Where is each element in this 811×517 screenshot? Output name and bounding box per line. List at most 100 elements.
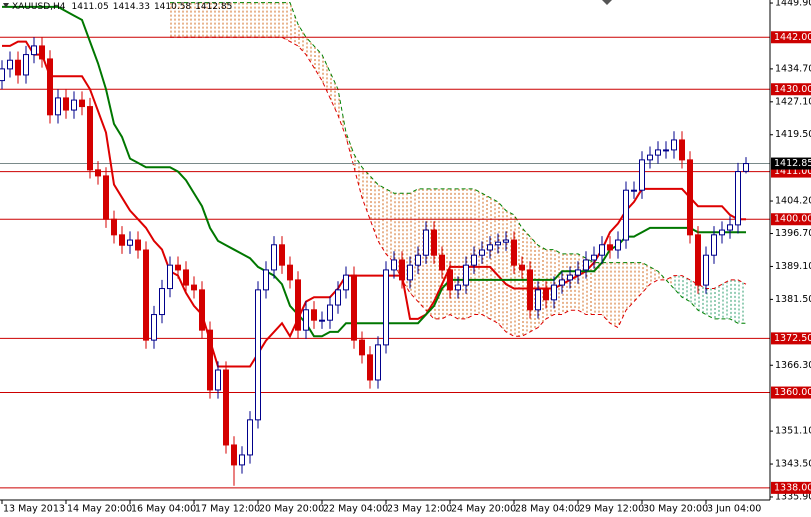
x-tick-label: 3 Jun 04:00 xyxy=(707,504,761,515)
y-tick-label: 1449.90 xyxy=(775,0,811,9)
candle-body xyxy=(255,289,261,421)
candle-body xyxy=(431,229,437,256)
candle-body xyxy=(479,249,485,256)
candle-body xyxy=(359,339,365,356)
cloud-segment xyxy=(306,38,312,63)
candle-body xyxy=(271,244,277,271)
candle-body xyxy=(511,239,517,266)
candle-body xyxy=(247,419,253,456)
cloud-segment xyxy=(730,279,736,322)
candle-body xyxy=(127,239,133,246)
y-tick-label: 1396.70 xyxy=(775,228,811,239)
cloud-segment xyxy=(450,188,456,318)
cloud-segment xyxy=(642,263,648,292)
x-tick-label: 23 May 12:00 xyxy=(387,504,452,515)
cloud-segment xyxy=(210,2,216,38)
header: XAUUSD,H4 1411.05 1414.33 1410.58 1412.85 xyxy=(3,0,612,12)
candle-body xyxy=(591,254,597,261)
level-label: 1411.00 xyxy=(774,166,811,177)
cloud-segment xyxy=(538,245,544,327)
cloud-segment xyxy=(418,188,424,307)
candle-body xyxy=(367,354,373,381)
x-tick-label: 20 May 20:00 xyxy=(259,504,324,515)
cloud-segment xyxy=(250,2,256,38)
cloud-segment xyxy=(738,280,744,324)
level-label-box xyxy=(771,83,811,96)
level-label-box xyxy=(771,481,811,494)
x-tick-label: 29 May 12:00 xyxy=(579,504,644,515)
cloud-segment xyxy=(218,2,224,38)
candle-body xyxy=(183,269,189,286)
candle-body xyxy=(671,139,677,151)
candle-body xyxy=(551,284,557,301)
cloud-segment xyxy=(522,228,528,336)
candle-body xyxy=(647,154,653,161)
candle-body xyxy=(711,234,717,256)
candle-body xyxy=(471,254,477,266)
cloud-span-b xyxy=(170,36,747,337)
candle-body xyxy=(263,269,269,291)
candle-body xyxy=(631,189,637,192)
level-label: 1400.00 xyxy=(774,214,811,225)
cloud-segment xyxy=(386,189,392,260)
cloud-segment xyxy=(706,288,712,318)
sell-arrow-icon xyxy=(602,0,612,5)
y-tick-label: 1366.30 xyxy=(775,360,811,371)
level-label-box xyxy=(771,386,811,399)
candle-body xyxy=(335,289,341,306)
candle-body xyxy=(607,244,613,251)
last-open: 1411.05 xyxy=(72,2,109,12)
candle-body xyxy=(63,97,69,111)
x-tick-label: 16 May 04:00 xyxy=(131,504,196,515)
candle-body xyxy=(519,264,525,271)
candle-body xyxy=(583,259,589,271)
candle-body xyxy=(735,171,741,226)
level-label: 1360.00 xyxy=(774,387,811,398)
cloud-segment xyxy=(370,176,376,233)
level-label: 1338.00 xyxy=(774,482,811,493)
cloud-segment xyxy=(602,262,608,320)
cloud-segment xyxy=(458,188,464,319)
cloud-segment xyxy=(674,275,680,294)
cloud-segment xyxy=(226,2,232,38)
y-tick-label: 1343.50 xyxy=(775,459,811,470)
indicator-line xyxy=(2,40,746,368)
cloud-segment xyxy=(698,284,704,313)
candle-body xyxy=(79,99,85,108)
cloud-segment xyxy=(506,211,512,335)
last-close: 1412.85 xyxy=(195,2,232,12)
candle-body xyxy=(687,159,693,236)
level-label-box xyxy=(771,31,811,44)
candle-body xyxy=(159,288,165,316)
level-label: 1442.00 xyxy=(774,32,811,43)
candle-body xyxy=(87,106,93,171)
candle-body xyxy=(151,314,157,341)
cloud-segment xyxy=(626,262,632,310)
plot-area xyxy=(0,2,770,489)
cloud-segment xyxy=(354,155,360,187)
cloud-segment xyxy=(282,2,288,40)
candle-body xyxy=(95,169,101,177)
candle-body xyxy=(319,319,325,322)
candle-body xyxy=(103,175,109,220)
candle-body xyxy=(351,274,357,341)
cloud-segment xyxy=(634,262,640,301)
candle-body xyxy=(383,269,389,346)
candle-body xyxy=(615,239,621,251)
candle-body xyxy=(663,149,669,152)
candle-body xyxy=(175,264,181,271)
candle-body xyxy=(559,279,565,286)
last-high: 1414.33 xyxy=(113,2,150,12)
indicator-line xyxy=(2,5,746,338)
candle-body xyxy=(567,274,573,281)
x-tick-label: 13 May 2013 xyxy=(3,504,65,515)
candle-body xyxy=(167,264,173,290)
candle-body xyxy=(743,163,749,172)
cloud-segment xyxy=(202,2,208,38)
candle-body xyxy=(487,244,493,251)
candle-body xyxy=(7,59,13,70)
candle-body xyxy=(375,344,381,381)
candle-body xyxy=(727,224,733,231)
x-tick-label: 14 May 20:00 xyxy=(67,504,132,515)
